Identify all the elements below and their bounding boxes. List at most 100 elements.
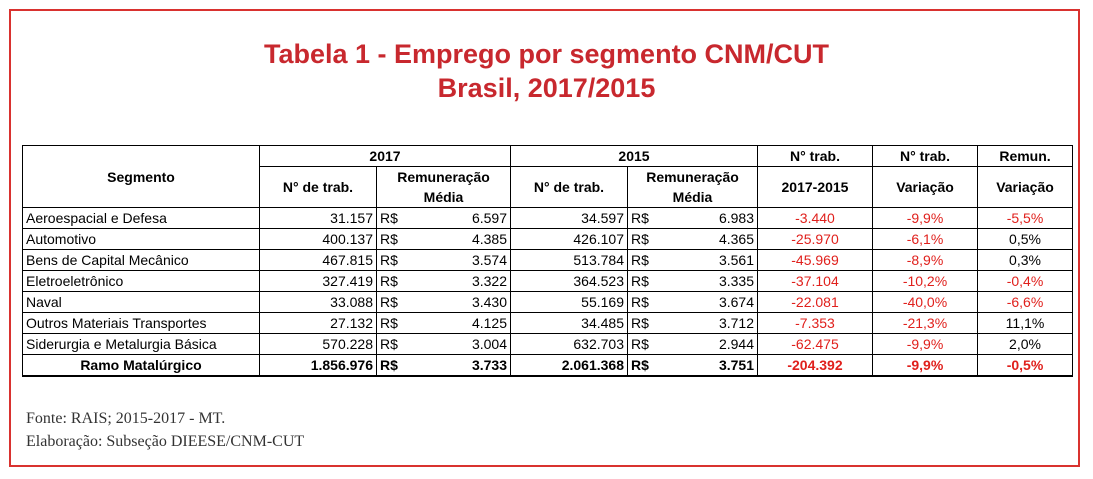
cell-remun-2015: 4.365 [667, 228, 758, 250]
cell-variacao-remun: 2,0% [977, 333, 1073, 355]
header-remun: Remun. [977, 145, 1073, 167]
cell-remun-2017: 3.574 [416, 249, 511, 271]
cell-total-currency-2017: R$ [376, 354, 417, 377]
cell-segmento: Aeroespacial e Defesa [22, 207, 260, 229]
cell-remun-2017: 3.430 [416, 291, 511, 313]
cell-variacao-trab: -40,0% [872, 291, 978, 313]
cell-total-remun-2015: 3.751 [667, 354, 758, 377]
header-2015: 2015 [510, 145, 758, 167]
cell-total-currency-2015: R$ [627, 354, 668, 377]
cell-ntrab-2015: 364.523 [510, 270, 628, 292]
elaboration-note: Elaboração: Subseção DIEESE/CNM-CUT [26, 433, 305, 450]
header-segmento: Segmento [22, 145, 260, 208]
cell-total-segmento: Ramo Matalúrgico [22, 354, 260, 377]
cell-ntrab-2015: 426.107 [510, 228, 628, 250]
source-note: Fonte: RAIS; 2015-2017 - MT. [26, 410, 226, 427]
table-row: Outros Materiais Transportes 27.132 R$ 4… [22, 312, 1073, 334]
header-ntrab-2017: N° de trab. [259, 166, 377, 208]
cell-total-remun-2017: 3.733 [416, 354, 511, 377]
header-variacao-remun: Variação [977, 166, 1073, 208]
cell-ntrab-2015: 513.784 [510, 249, 628, 271]
cell-currency-2017: R$ [376, 291, 417, 313]
cell-currency-2015: R$ [627, 270, 668, 292]
cell-currency-2017: R$ [376, 312, 417, 334]
header-variacao-trab: Variação [872, 166, 978, 208]
cell-variacao-trab: -10,2% [872, 270, 978, 292]
header-ntrab-variacao: N° trab. [872, 145, 978, 167]
cell-remun-2015: 6.983 [667, 207, 758, 229]
cell-variacao-remun: -0,4% [977, 270, 1073, 292]
cell-diff: -45.969 [757, 249, 873, 271]
cell-variacao-trab: -8,9% [872, 249, 978, 271]
cell-ntrab-2015: 34.485 [510, 312, 628, 334]
header-row-top: Segmento 2017 2015 N° trab. N° trab. Rem… [22, 145, 1073, 208]
cell-total-variacao-remun: -0,5% [977, 354, 1073, 377]
cell-diff: -25.970 [757, 228, 873, 250]
employment-table: Segmento 2017 2015 N° trab. N° trab. Rem… [22, 145, 1073, 377]
cell-diff: -62.475 [757, 333, 873, 355]
cell-ntrab-2017: 33.088 [259, 291, 377, 313]
cell-diff: -37.104 [757, 270, 873, 292]
cell-segmento: Automotivo [22, 228, 260, 250]
cell-currency-2015: R$ [627, 312, 668, 334]
cell-currency-2017: R$ [376, 333, 417, 355]
cell-remun-2015: 3.712 [667, 312, 758, 334]
cell-ntrab-2017: 570.228 [259, 333, 377, 355]
cell-ntrab-2017: 467.815 [259, 249, 377, 271]
header-2017: 2017 [259, 145, 511, 167]
cell-variacao-trab: -21,3% [872, 312, 978, 334]
cell-currency-2015: R$ [627, 333, 668, 355]
cell-total-ntrab-2017: 1.856.976 [259, 354, 377, 377]
cell-variacao-remun: -5,5% [977, 207, 1073, 229]
cell-total-ntrab-2015: 2.061.368 [510, 354, 628, 377]
cell-remun-2015: 2.944 [667, 333, 758, 355]
cell-currency-2017: R$ [376, 270, 417, 292]
cell-ntrab-2017: 27.132 [259, 312, 377, 334]
cell-diff: -22.081 [757, 291, 873, 313]
cell-currency-2015: R$ [627, 228, 668, 250]
cell-total-variacao-trab: -9,9% [872, 354, 978, 377]
cell-variacao-remun: 11,1% [977, 312, 1073, 334]
cell-variacao-trab: -9,9% [872, 333, 978, 355]
cell-variacao-trab: -6,1% [872, 228, 978, 250]
cell-remun-2015: 3.335 [667, 270, 758, 292]
cell-variacao-remun: 0,3% [977, 249, 1073, 271]
cell-currency-2015: R$ [627, 291, 668, 313]
header-ntrab: N° trab. [757, 145, 873, 167]
cell-segmento: Naval [22, 291, 260, 313]
table-row: Eletroeletrônico 327.419 R$ 3.322 364.52… [22, 270, 1073, 292]
cell-remun-2017: 4.385 [416, 228, 511, 250]
cell-ntrab-2017: 327.419 [259, 270, 377, 292]
cell-ntrab-2015: 34.597 [510, 207, 628, 229]
cell-variacao-remun: -6,6% [977, 291, 1073, 313]
cell-ntrab-2015: 55.169 [510, 291, 628, 313]
cell-total-diff: -204.392 [757, 354, 873, 377]
header-periodo: 2017-2015 [757, 166, 873, 208]
cell-segmento: Siderurgia e Metalurgia Básica [22, 333, 260, 355]
header-remun-2017: Remuneração Média [376, 166, 511, 208]
cell-diff: -7.353 [757, 312, 873, 334]
cell-ntrab-2017: 400.137 [259, 228, 377, 250]
cell-remun-2017: 6.597 [416, 207, 511, 229]
table-subtitle: Brasil, 2017/2015 [437, 73, 656, 103]
cell-currency-2017: R$ [376, 249, 417, 271]
cell-currency-2015: R$ [627, 207, 668, 229]
header-remun-2015: Remuneração Média [627, 166, 758, 208]
table-row: Bens de Capital Mecânico 467.815 R$ 3.57… [22, 249, 1073, 271]
cell-currency-2017: R$ [376, 228, 417, 250]
cell-ntrab-2017: 31.157 [259, 207, 377, 229]
cell-variacao-trab: -9,9% [872, 207, 978, 229]
table-row: Naval 33.088 R$ 3.430 55.169 R$ 3.674 -2… [22, 291, 1073, 313]
cell-remun-2017: 4.125 [416, 312, 511, 334]
table-row: Aeroespacial e Defesa 31.157 R$ 6.597 34… [22, 207, 1073, 229]
cell-currency-2017: R$ [376, 207, 417, 229]
cell-remun-2015: 3.561 [667, 249, 758, 271]
cell-remun-2017: 3.322 [416, 270, 511, 292]
cell-segmento: Bens de Capital Mecânico [22, 249, 260, 271]
cell-segmento: Outros Materiais Transportes [22, 312, 260, 334]
header-ntrab-2015: N° de trab. [510, 166, 628, 208]
total-row: Ramo Matalúrgico 1.856.976 R$ 3.733 2.06… [22, 354, 1073, 377]
table-title: Tabela 1 - Emprego por segmento CNM/CUT [263, 39, 830, 69]
table-row: Automotivo 400.137 R$ 4.385 426.107 R$ 4… [22, 228, 1073, 250]
cell-ntrab-2015: 632.703 [510, 333, 628, 355]
